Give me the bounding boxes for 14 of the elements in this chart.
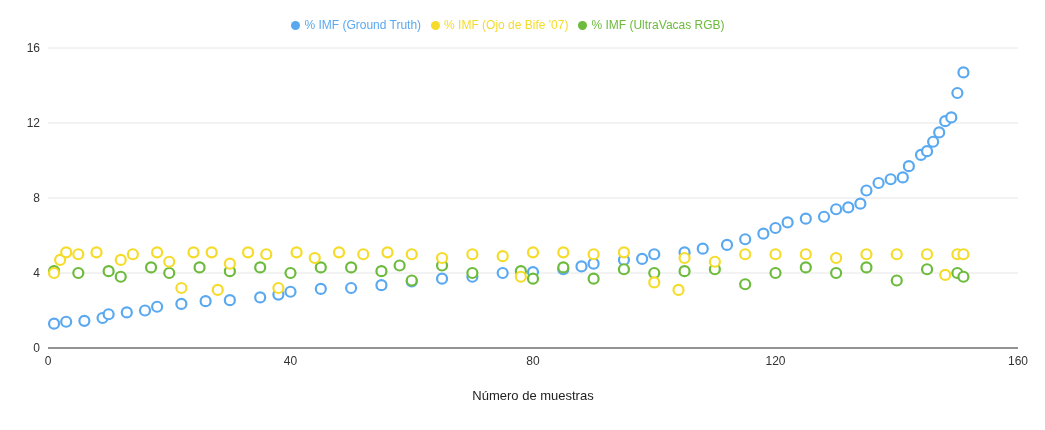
y-tick-label: 4	[33, 266, 41, 281]
y-tick-label: 8	[33, 191, 41, 206]
legend-label: % IMF (Ojo de Bife '07)	[444, 18, 569, 32]
x-tick-label: 120	[765, 353, 786, 368]
y-tick-label: 12	[26, 116, 41, 131]
x-tick-label: 0	[44, 353, 52, 368]
y-tick-label: 0	[33, 341, 41, 356]
y-tick-label: 16	[26, 41, 41, 56]
x-tick-label: 80	[526, 353, 540, 368]
x-axis-title: Número de muestras	[472, 388, 595, 403]
legend-label: % IMF (Ground Truth)	[304, 18, 422, 32]
legend-label: % IMF (UltraVacas RGB)	[591, 18, 725, 32]
x-tick-label: 40	[283, 353, 298, 368]
x-tick-label: 160	[1007, 353, 1029, 368]
